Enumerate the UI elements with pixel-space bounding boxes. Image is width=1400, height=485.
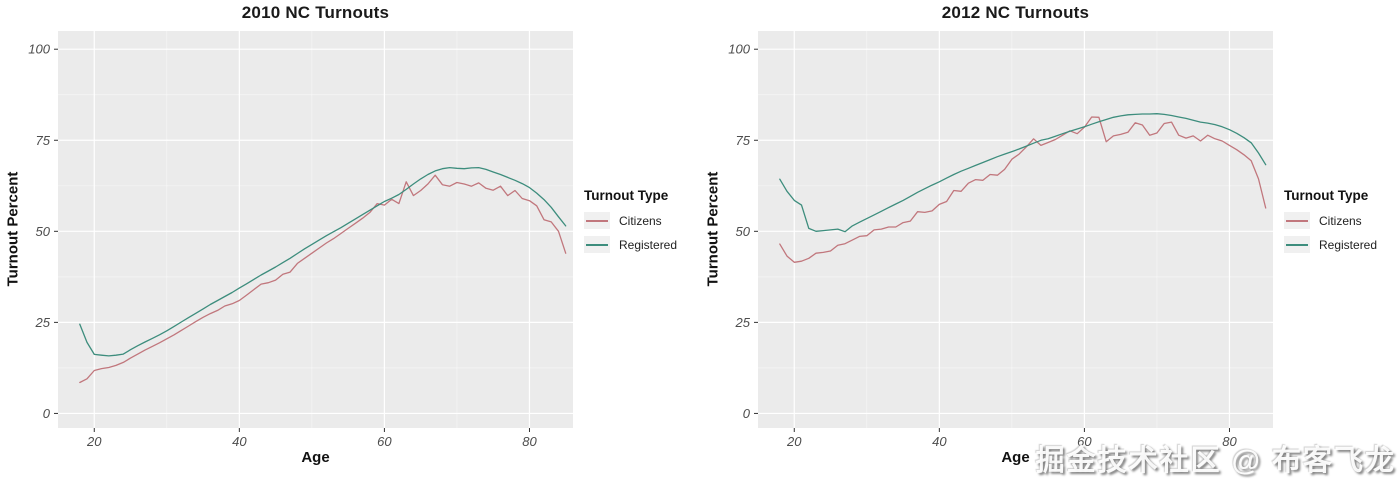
panel-background <box>758 31 1273 428</box>
registered-line-icon <box>1286 243 1308 246</box>
x-axis-title-2010: Age <box>301 449 330 466</box>
legend-title-2010: Turnout Type <box>584 188 669 203</box>
x-tick-label: 40 <box>932 434 947 449</box>
x-tick-label: 60 <box>377 434 392 449</box>
citizens-line-icon <box>1286 219 1308 222</box>
x-tick-label: 80 <box>1222 434 1237 449</box>
x-tick-label: 20 <box>786 434 802 449</box>
citizens-key-swatch <box>1284 212 1310 229</box>
legend-label-registered: Registered <box>1319 237 1378 252</box>
x-tick-label: 40 <box>232 434 247 449</box>
y-tick-label: 50 <box>736 224 751 239</box>
citizens-key-swatch <box>584 212 610 229</box>
x-axis-title-2012: Age <box>1001 449 1030 466</box>
chart-2012-figure: 2012 NC Turnouts Turnout Percent 20 40 60 8… <box>700 0 1400 485</box>
registered-key-swatch <box>1284 236 1310 253</box>
legend-item-registered: Registered <box>584 236 700 253</box>
chart-2012-title: 2012 NC Turnouts <box>941 3 1090 22</box>
citizens-line-icon <box>586 219 608 222</box>
registered-line <box>79 166 567 357</box>
y-tick-label: 0 <box>43 406 51 421</box>
watermark-text: 掘金技术社区 @ 布客飞龙 <box>1035 445 1396 477</box>
legend-title-2012: Turnout Type <box>1284 188 1369 203</box>
chart-2010-figure: 2010 NC Turnouts Turnout Percent 20 40 60 8… <box>5 3 700 466</box>
legend-label-citizens: Citizens <box>619 213 662 228</box>
registered-key-swatch <box>584 236 610 253</box>
y-tick-label: 75 <box>736 133 751 148</box>
legend-label-citizens: Citizens <box>1319 213 1362 228</box>
y-tick-label: 75 <box>36 133 51 148</box>
citizens-line <box>779 116 1267 263</box>
legend-item-citizens: Citizens <box>584 212 700 229</box>
y-tick-label: 50 <box>36 224 51 239</box>
x-tick-label: 80 <box>522 434 537 449</box>
registered-line <box>779 113 1267 233</box>
legend-item-citizens: Citizens <box>1284 212 1400 229</box>
legend-label-registered: Registered <box>619 237 678 252</box>
y-tick-label: 0 <box>743 406 751 421</box>
citizens-line <box>79 174 567 384</box>
x-tick-label: 20 <box>86 434 102 449</box>
y-tick-label: 100 <box>728 42 750 57</box>
plot-area-2012: 20 40 60 80 0 25 50 75 100 <box>728 31 1273 449</box>
x-tick-label: 60 <box>1077 434 1092 449</box>
y-tick-label: 25 <box>35 315 51 330</box>
y-tick-label: 100 <box>28 42 50 57</box>
legend-item-registered: Registered <box>1284 236 1400 253</box>
registered-line-icon <box>586 243 608 246</box>
plot-area-2010: 20 40 60 80 0 25 50 75 100 <box>28 31 573 449</box>
chart-2010-title: 2010 NC Turnouts <box>241 3 390 22</box>
y-tick-label: 25 <box>735 315 751 330</box>
legend-2012: Turnout Type Citizens Registered <box>1284 188 1400 260</box>
panel-background <box>58 31 573 428</box>
legend-2010: Turnout Type Citizens Registered <box>584 188 700 260</box>
